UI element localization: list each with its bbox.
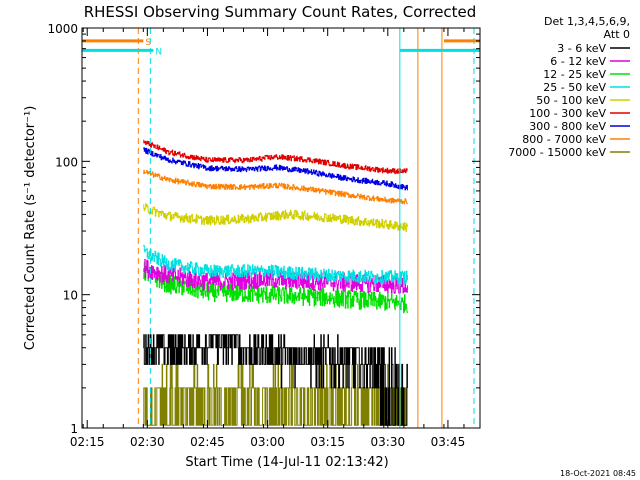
series-line-300-800-kev (143, 147, 408, 191)
series-line-100-300-kev (143, 139, 408, 175)
legend-label: 300 - 800 keV (529, 120, 606, 133)
plot-frame (81, 27, 481, 429)
flag-label-n: N (155, 47, 162, 57)
flag-label-s: S (145, 38, 151, 48)
series-line-7000-15000-kev (143, 363, 408, 426)
y-tick-label: 100 (55, 155, 78, 169)
x-tick-label: 03:30 (371, 435, 406, 449)
x-tick-label: 02:30 (130, 435, 165, 449)
footer-date: 18-Oct-2021 08:45 (560, 469, 636, 478)
legend-label: 3 - 6 keV (557, 42, 606, 55)
y-tick-label: 1000 (47, 22, 78, 36)
series-line-800-7000-kev (143, 169, 408, 205)
x-tick-label: 03:15 (310, 435, 345, 449)
legend-label: 12 - 25 keV (543, 68, 606, 81)
y-axis-label: Corrected Count Rate (s⁻¹ detector⁻¹) (23, 106, 38, 351)
marker-layer: SN (81, 28, 480, 428)
x-tick-label: 03:00 (250, 435, 285, 449)
legend-label: 7000 - 15000 keV (508, 146, 606, 159)
legend-label: 50 - 100 keV (536, 94, 606, 107)
x-tick-label: 03:45 (431, 435, 466, 449)
y-tick-label: 10 (63, 289, 78, 303)
y-tick-label: 1 (70, 422, 78, 436)
legend-label: 100 - 300 keV (529, 107, 606, 120)
axis-layer: 02:15 02:30 02:45 03:00 03:15 03:30 03:45 1 10 10… (47, 22, 480, 449)
legend-label: 800 - 7000 keV (522, 133, 606, 146)
chart-title: RHESSI Observing Summary Count Rates, Co… (84, 3, 477, 21)
x-axis-label: Start Time (14-Jul-11 02:13:42) (185, 455, 388, 470)
legend-label: 25 - 50 keV (543, 81, 606, 94)
legend-label: 6 - 12 keV (550, 55, 606, 68)
series-line-3-6-kev (143, 334, 408, 426)
x-tick-label: 02:45 (190, 435, 225, 449)
legend-header-line-1: Det 1,3,4,5,6,9, (544, 15, 630, 28)
series-line-50-100-kev (143, 203, 408, 232)
data-layer (143, 139, 408, 426)
legend-header-line-2: Att 0 (604, 28, 630, 41)
x-tick-label: 02:15 (70, 435, 105, 449)
series-line-25-50-kev (143, 244, 408, 285)
